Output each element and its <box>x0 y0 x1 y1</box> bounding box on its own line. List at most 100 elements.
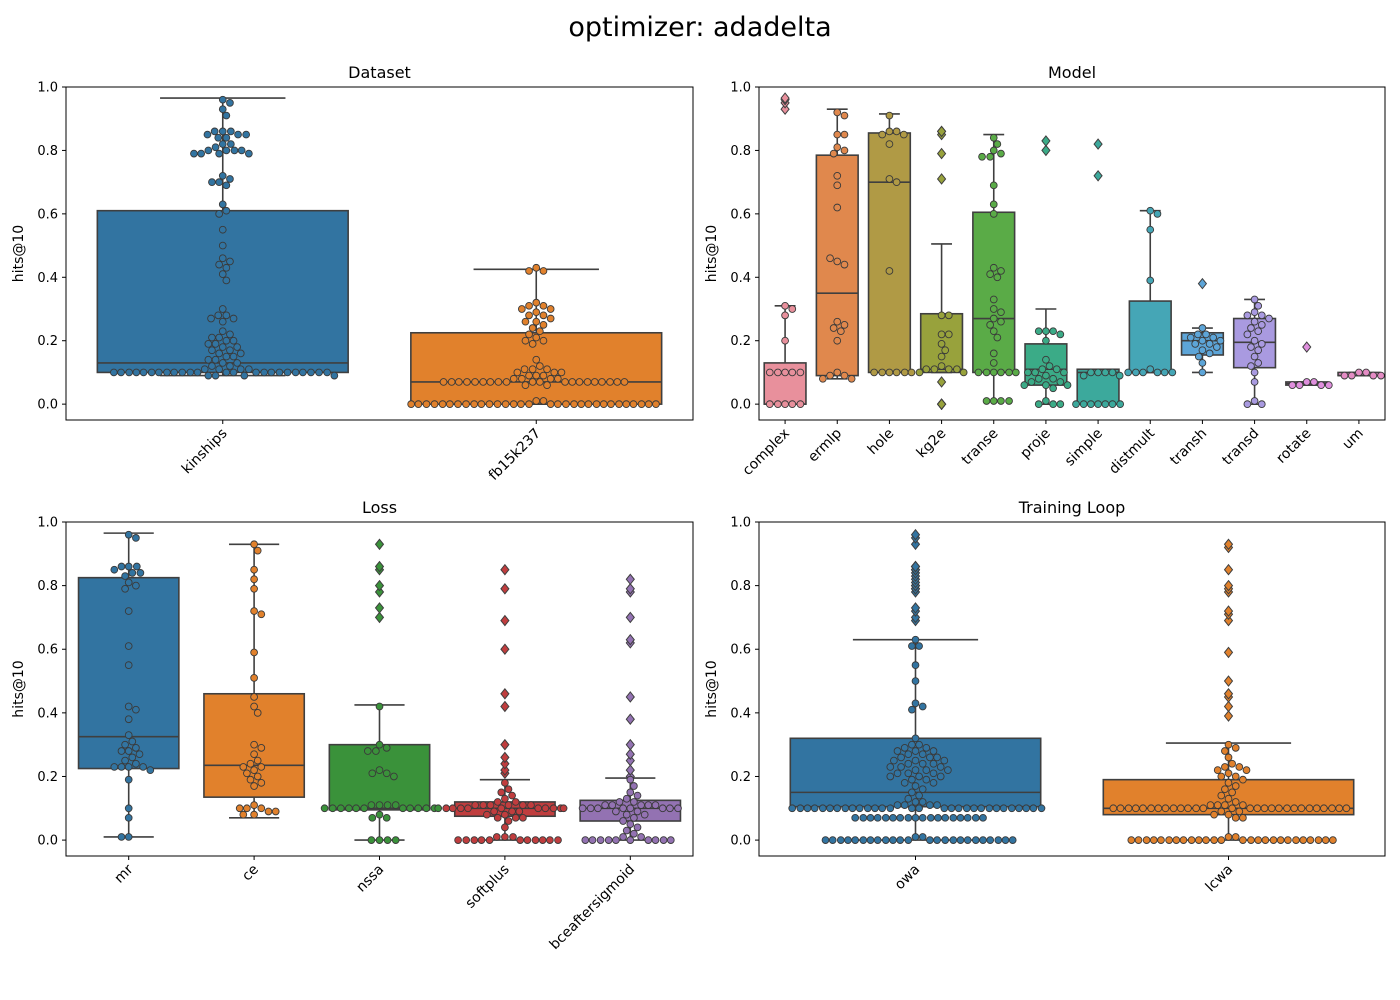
data-point <box>1243 330 1252 339</box>
data-point <box>1217 791 1226 800</box>
data-point <box>1310 378 1318 386</box>
data-point <box>1292 836 1300 844</box>
outlier-marker <box>1223 675 1234 687</box>
data-point <box>1269 836 1278 844</box>
data-point <box>1176 804 1185 813</box>
data-point <box>204 146 213 155</box>
data-point <box>633 823 642 832</box>
data-point <box>1329 836 1337 844</box>
outlier-marker <box>1223 710 1234 722</box>
data-point <box>1146 225 1155 234</box>
outlier-marker <box>1223 563 1234 576</box>
data-point <box>204 355 213 364</box>
data-point <box>226 175 234 183</box>
data-point <box>203 130 212 139</box>
outlier-marker <box>1197 277 1208 290</box>
data-point <box>989 368 998 377</box>
data-point <box>1306 836 1315 844</box>
data-point <box>222 181 231 190</box>
data-point <box>1116 804 1125 813</box>
data-point <box>828 836 837 844</box>
data-point <box>146 766 155 774</box>
data-point <box>959 368 968 377</box>
data-point <box>439 378 448 386</box>
data-point <box>132 743 140 752</box>
data-point <box>989 210 998 218</box>
data-point <box>222 263 231 272</box>
data-point <box>796 368 805 377</box>
data-point <box>1037 804 1046 813</box>
data-point <box>486 801 495 809</box>
data-point <box>1239 813 1247 822</box>
data-point <box>1087 400 1095 408</box>
data-point <box>1242 766 1251 774</box>
data-point <box>1299 836 1308 844</box>
data-point <box>253 772 262 781</box>
data-point <box>908 775 916 784</box>
data-point <box>1149 836 1158 844</box>
data-point <box>911 833 920 841</box>
data-point <box>604 836 613 844</box>
data-point <box>336 804 345 813</box>
data-point <box>218 95 227 104</box>
data-point <box>929 778 938 787</box>
data-point <box>117 368 125 377</box>
y-tick-label: 0.0 <box>37 398 58 413</box>
data-point <box>851 813 860 822</box>
data-point <box>1247 362 1255 370</box>
data-point <box>1217 807 1226 816</box>
data-point <box>538 836 547 844</box>
data-point <box>155 368 163 377</box>
data-point <box>509 833 517 841</box>
data-point <box>818 804 827 813</box>
data-point <box>1254 346 1263 355</box>
data-point <box>521 336 530 345</box>
data-point <box>907 368 916 377</box>
data-point <box>644 801 653 809</box>
data-point <box>810 804 819 813</box>
data-point <box>997 397 1005 405</box>
data-point <box>1328 804 1336 813</box>
data-point <box>1231 743 1240 752</box>
data-point <box>1257 340 1266 348</box>
data-point <box>1288 381 1297 389</box>
outlier-marker <box>1223 538 1234 551</box>
x-tick-label: complex <box>740 426 793 479</box>
data-point <box>1261 836 1270 844</box>
data-point <box>612 807 620 816</box>
data-point <box>986 270 995 278</box>
data-point <box>1115 371 1124 380</box>
data-point <box>375 766 384 774</box>
data-point <box>208 346 216 355</box>
data-point <box>788 305 797 313</box>
data-point <box>1231 833 1240 841</box>
data-point <box>511 798 520 806</box>
data-point <box>926 836 934 844</box>
data-point <box>871 804 879 813</box>
x-tick-label: fb15k237 <box>486 426 544 484</box>
data-point <box>826 804 834 813</box>
data-point <box>885 127 894 136</box>
data-point <box>911 677 920 685</box>
data-point <box>915 791 923 800</box>
data-point <box>829 324 838 332</box>
data-point <box>200 365 209 374</box>
data-point <box>218 105 227 114</box>
outlier-marker <box>1093 169 1103 182</box>
data-point <box>422 804 431 813</box>
data-point <box>840 371 849 380</box>
data-point <box>260 368 269 377</box>
data-point <box>651 801 660 809</box>
data-point <box>581 836 590 844</box>
data-point <box>1024 368 1032 377</box>
data-point <box>509 400 518 408</box>
data-point <box>1187 836 1196 844</box>
data-point <box>622 400 631 408</box>
data-point <box>781 368 789 377</box>
data-point <box>1109 804 1118 813</box>
data-point <box>517 374 526 383</box>
data-point <box>233 359 242 367</box>
data-point <box>525 400 533 408</box>
subplot-1: Dataset hits@10 0.0 0.2 0.4 0.6 0.8 1.0 kinships… <box>11 63 694 484</box>
data-point <box>986 321 995 329</box>
